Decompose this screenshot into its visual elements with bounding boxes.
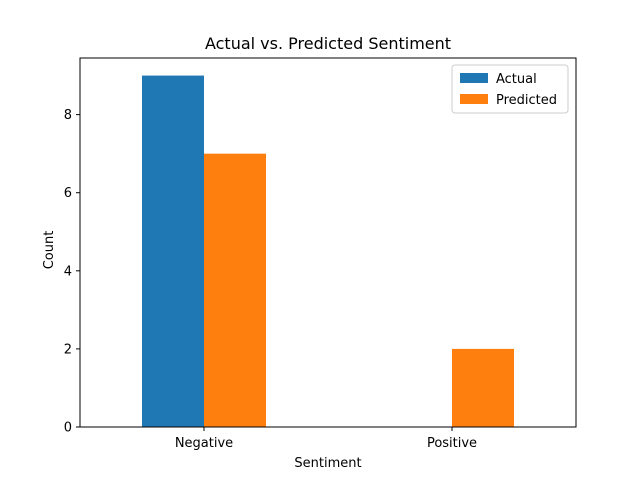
legend-swatch-predicted [460,94,488,104]
x-tick-label: Negative [175,436,233,451]
y-axis-label: Count [42,231,57,270]
legend-swatch-actual [460,73,488,83]
bar-predicted-negative [204,153,266,428]
plot-area: Negative Positive 0 2 4 6 8 [64,57,577,451]
chart-title: Actual vs. Predicted Sentiment [205,34,451,53]
y-tick-label: 2 [64,342,72,357]
x-axis-label: Sentiment [294,456,361,471]
y-tick-label: 4 [64,264,72,279]
legend-label-actual: Actual [496,72,537,87]
bar-actual-negative [142,75,204,427]
legend: Actual Predicted [451,64,569,114]
y-tick-label: 8 [64,108,72,123]
x-tick-label: Positive [427,436,477,451]
bar-predicted-positive [452,348,514,427]
y-tick-label: 6 [64,186,72,201]
legend-label-predicted: Predicted [496,93,557,108]
axes-frame [79,57,577,428]
y-tick-label: 0 [64,421,72,436]
